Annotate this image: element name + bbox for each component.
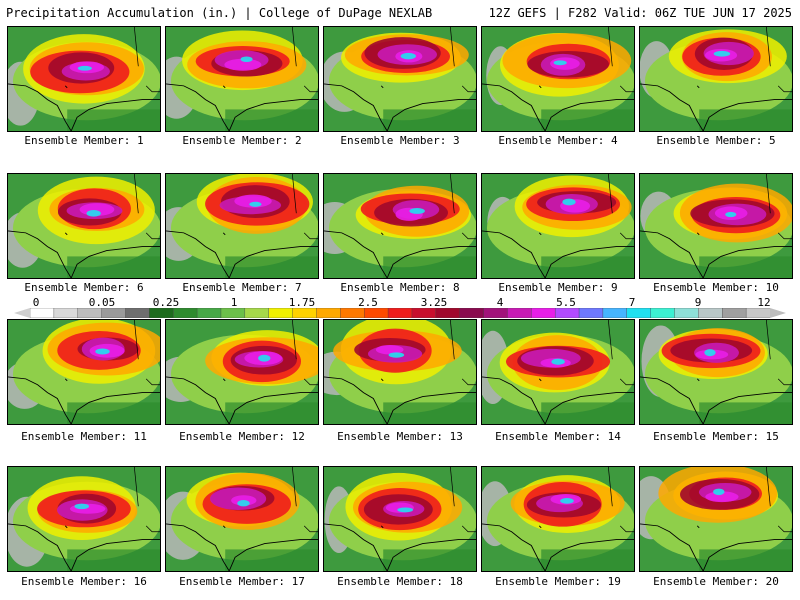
colorbar-swatch [173,308,198,318]
ensemble-member-map [481,466,635,572]
colorbar-low-arrow [14,308,30,318]
ensemble-member-map [639,466,793,572]
ensemble-member-map [165,26,319,132]
colorbar-swatch [578,308,604,318]
colorbar-tick-label: 9 [694,296,702,309]
colorbar-tick-label: 0.25 [152,296,180,309]
ensemble-member-label: Ensemble Member: 13 [337,430,463,443]
ensemble-member-map [165,466,319,572]
ensemble-member-label: Ensemble Member: 6 [24,281,144,294]
colorbar-tick-label: 5.5 [556,296,576,309]
colorbar-swatch [125,308,151,318]
ensemble-member-label: Ensemble Member: 11 [21,430,147,443]
colorbar-swatch [483,308,509,318]
ensemble-member-label: Ensemble Member: 16 [21,575,147,588]
colorbar-swatch [531,308,556,318]
colorbar [30,308,770,318]
colorbar-swatch [674,308,700,318]
colorbar-swatch [602,308,628,318]
ensemble-member-map [481,319,635,425]
ensemble-member-label: Ensemble Member: 10 [653,281,779,294]
ensemble-member-map [165,319,319,425]
ensemble-member-label: Ensemble Member: 5 [656,134,776,147]
colorbar-swatch [722,308,747,318]
colorbar-swatch [435,308,461,318]
ensemble-member-map [639,26,793,132]
ensemble-member-label: Ensemble Member: 19 [495,575,621,588]
run-valid-time: 12Z GEFS | F282 Valid: 06Z TUE JUN 17 20… [488,6,792,20]
colorbar-swatch [316,308,342,318]
ensemble-member-map [639,319,793,425]
ensemble-member-label: Ensemble Member: 17 [179,575,305,588]
page-title: Precipitation Accumulation (in.) | Colle… [6,6,433,20]
colorbar-tick-label: 0 [32,296,40,309]
colorbar-swatch [626,308,652,318]
ensemble-member-map [323,466,477,572]
ensemble-member-map [481,173,635,279]
colorbar-swatch [220,308,246,318]
colorbar-swatch [53,308,79,318]
colorbar-swatch [387,308,413,318]
ensemble-member-label: Ensemble Member: 20 [653,575,779,588]
ensemble-member-label: Ensemble Member: 15 [653,430,779,443]
ensemble-member-label: Ensemble Member: 9 [498,281,618,294]
colorbar-high-arrow [770,308,786,318]
ensemble-member-label: Ensemble Member: 3 [340,134,460,147]
ensemble-member-label: Ensemble Member: 14 [495,430,621,443]
ensemble-member-label: Ensemble Member: 12 [179,430,305,443]
colorbar-tick-label: 0.05 [88,296,116,309]
colorbar-swatch [292,308,318,318]
colorbar-swatch [698,308,723,318]
ensemble-member-map [481,26,635,132]
colorbar-swatch [363,308,389,318]
colorbar-swatch [268,308,294,318]
ensemble-member-map [7,319,161,425]
ensemble-member-label: Ensemble Member: 4 [498,134,618,147]
ensemble-member-map [323,173,477,279]
ensemble-member-map [639,173,793,279]
colorbar-swatch [650,308,676,318]
colorbar-swatch [196,308,222,318]
colorbar-swatch [459,308,485,318]
ensemble-member-map [323,319,477,425]
ensemble-member-label: Ensemble Member: 8 [340,281,460,294]
ensemble-member-label: Ensemble Member: 7 [182,281,302,294]
ensemble-member-label: Ensemble Member: 18 [337,575,463,588]
colorbar-swatch [77,308,103,318]
colorbar-swatch [340,308,365,318]
colorbar-swatch [554,308,580,318]
colorbar-tick-label: 2.5 [358,296,378,309]
ensemble-member-map [7,26,161,132]
colorbar-swatch [101,308,127,318]
ensemble-member-map [7,466,161,572]
ensemble-member-label: Ensemble Member: 2 [182,134,302,147]
colorbar-tick-label: 7 [628,296,636,309]
ensemble-member-map [165,173,319,279]
colorbar-tick-label: 4 [496,296,504,309]
colorbar-swatch [507,308,532,318]
colorbar-tick-label: 12 [757,296,771,309]
colorbar-tick-label: 1.75 [288,296,316,309]
colorbar-swatch [244,308,270,318]
colorbar-tick-label: 1 [230,296,238,309]
colorbar-swatch [411,308,437,318]
ensemble-member-map [7,173,161,279]
colorbar-tick-label: 3.25 [420,296,448,309]
ensemble-member-label: Ensemble Member: 1 [24,134,144,147]
ensemble-member-map [323,26,477,132]
colorbar-swatch [30,308,55,318]
colorbar-swatch [149,308,174,318]
colorbar-swatch [745,308,770,318]
